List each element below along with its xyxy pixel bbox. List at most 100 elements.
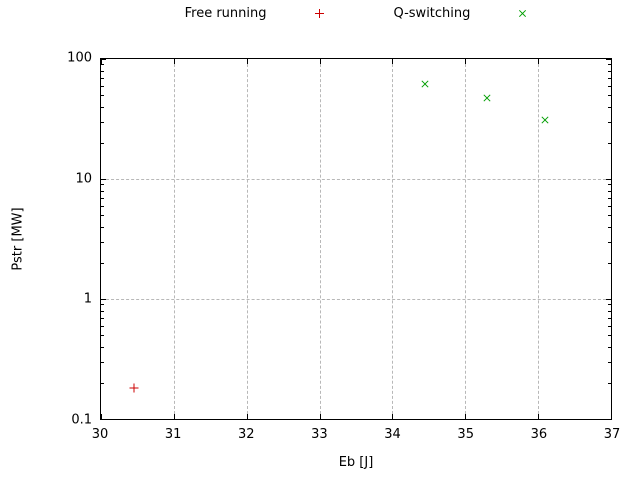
x-tick-label: 30 <box>91 427 109 442</box>
y-minor-tick <box>101 85 104 87</box>
cross-marker-icon <box>481 92 494 105</box>
y-minor-tick <box>101 317 104 319</box>
y-minor-tick <box>101 304 104 306</box>
y-minor-tick <box>608 121 611 123</box>
y-tick-mark <box>101 59 106 60</box>
y-tick-mark <box>101 419 106 420</box>
y-minor-tick <box>608 304 611 306</box>
x-tick-mark <box>392 414 394 419</box>
cross-marker-icon <box>517 7 530 20</box>
y-minor-tick <box>608 64 611 66</box>
y-minor-tick <box>608 77 611 79</box>
plot-area <box>100 58 612 420</box>
y-minor-tick <box>101 382 104 384</box>
x-tick-label: 36 <box>530 427 548 442</box>
y-minor-tick <box>608 325 611 327</box>
y-tick-mark <box>606 179 611 180</box>
x-tick-label: 33 <box>311 427 328 442</box>
y-minor-tick <box>101 70 104 72</box>
x-tick-mark <box>101 414 102 419</box>
y-minor-tick <box>101 346 104 348</box>
y-minor-tick <box>101 184 104 186</box>
y-tick-mark <box>606 59 611 60</box>
y-tick-mark <box>606 419 611 420</box>
x-tick-label: 35 <box>457 427 474 442</box>
x-tick-mark <box>319 414 321 419</box>
y-minor-tick <box>101 142 104 144</box>
y-minor-tick <box>101 205 104 207</box>
cross-marker-icon <box>539 114 552 127</box>
y-minor-tick <box>101 95 104 97</box>
x-tick-mark <box>392 59 394 64</box>
y-minor-tick <box>101 325 104 327</box>
y-tick-mark <box>101 299 106 300</box>
legend-entry-free-running: Free running <box>185 6 324 21</box>
x-tick-mark <box>611 59 612 64</box>
y-minor-tick <box>608 361 611 363</box>
legend-label-q-switching: Q-switching <box>393 5 471 21</box>
y-minor-tick <box>608 95 611 97</box>
data-point-q-switching <box>483 94 492 103</box>
y-tick-label: 1 <box>83 291 92 307</box>
y-minor-tick <box>608 106 611 108</box>
y-minor-tick <box>608 85 611 87</box>
x-gridline <box>173 59 175 419</box>
x-tick-label: 37 <box>603 427 621 442</box>
x-tick-mark <box>246 414 248 419</box>
x-gridline <box>319 59 321 419</box>
y-gridline <box>101 299 611 300</box>
x-tick-mark <box>246 59 248 64</box>
data-point-q-switching <box>421 79 430 88</box>
y-minor-tick <box>101 77 104 79</box>
y-minor-tick <box>608 382 611 384</box>
y-minor-tick <box>101 64 104 66</box>
y-minor-tick <box>101 197 104 199</box>
x-tick-label: 31 <box>164 427 182 442</box>
y-minor-tick <box>608 346 611 348</box>
x-gridline <box>538 59 540 419</box>
x-gridline <box>465 59 467 419</box>
y-minor-tick <box>101 226 104 228</box>
y-gridline <box>101 179 611 180</box>
y-tick-label: 100 <box>67 50 92 66</box>
x-tick-mark <box>173 414 175 419</box>
y-minor-tick <box>608 310 611 312</box>
y-minor-tick <box>101 361 104 363</box>
y-minor-tick <box>608 215 611 217</box>
y-minor-tick <box>608 190 611 192</box>
x-tick-mark <box>465 59 467 64</box>
x-tick-mark <box>319 59 321 64</box>
y-minor-tick <box>608 205 611 207</box>
x-gridline <box>392 59 394 419</box>
cross-marker-icon <box>419 78 432 91</box>
y-minor-tick <box>608 184 611 186</box>
x-tick-mark <box>101 59 102 64</box>
chart-legend: Free running Q-switching <box>100 4 612 22</box>
y-minor-tick <box>608 335 611 337</box>
x-tick-mark <box>538 414 540 419</box>
y-minor-tick <box>101 241 104 243</box>
x-tick-label: 32 <box>238 427 255 442</box>
x-tick-label: 34 <box>384 427 401 442</box>
y-tick-mark <box>101 179 106 180</box>
y-minor-tick <box>101 262 104 264</box>
y-tick-label: 0.1 <box>71 412 92 428</box>
y-minor-tick <box>608 317 611 319</box>
legend-label-free-running: Free running <box>184 5 267 21</box>
y-minor-tick <box>101 310 104 312</box>
y-tick-mark <box>606 299 611 300</box>
x-tick-mark <box>173 59 175 64</box>
y-minor-tick <box>101 121 104 123</box>
data-point-free-running <box>129 383 139 393</box>
y-minor-tick <box>608 197 611 199</box>
x-gridline <box>246 59 248 419</box>
y-minor-tick <box>101 190 104 192</box>
y-minor-tick <box>608 142 611 144</box>
y-minor-tick <box>101 106 104 108</box>
y-axis-label: Pstr [MW] <box>10 207 26 271</box>
x-tick-mark <box>538 59 540 64</box>
y-minor-tick <box>608 241 611 243</box>
plus-marker-icon <box>129 383 139 393</box>
legend-entry-q-switching: Q-switching <box>394 6 528 21</box>
